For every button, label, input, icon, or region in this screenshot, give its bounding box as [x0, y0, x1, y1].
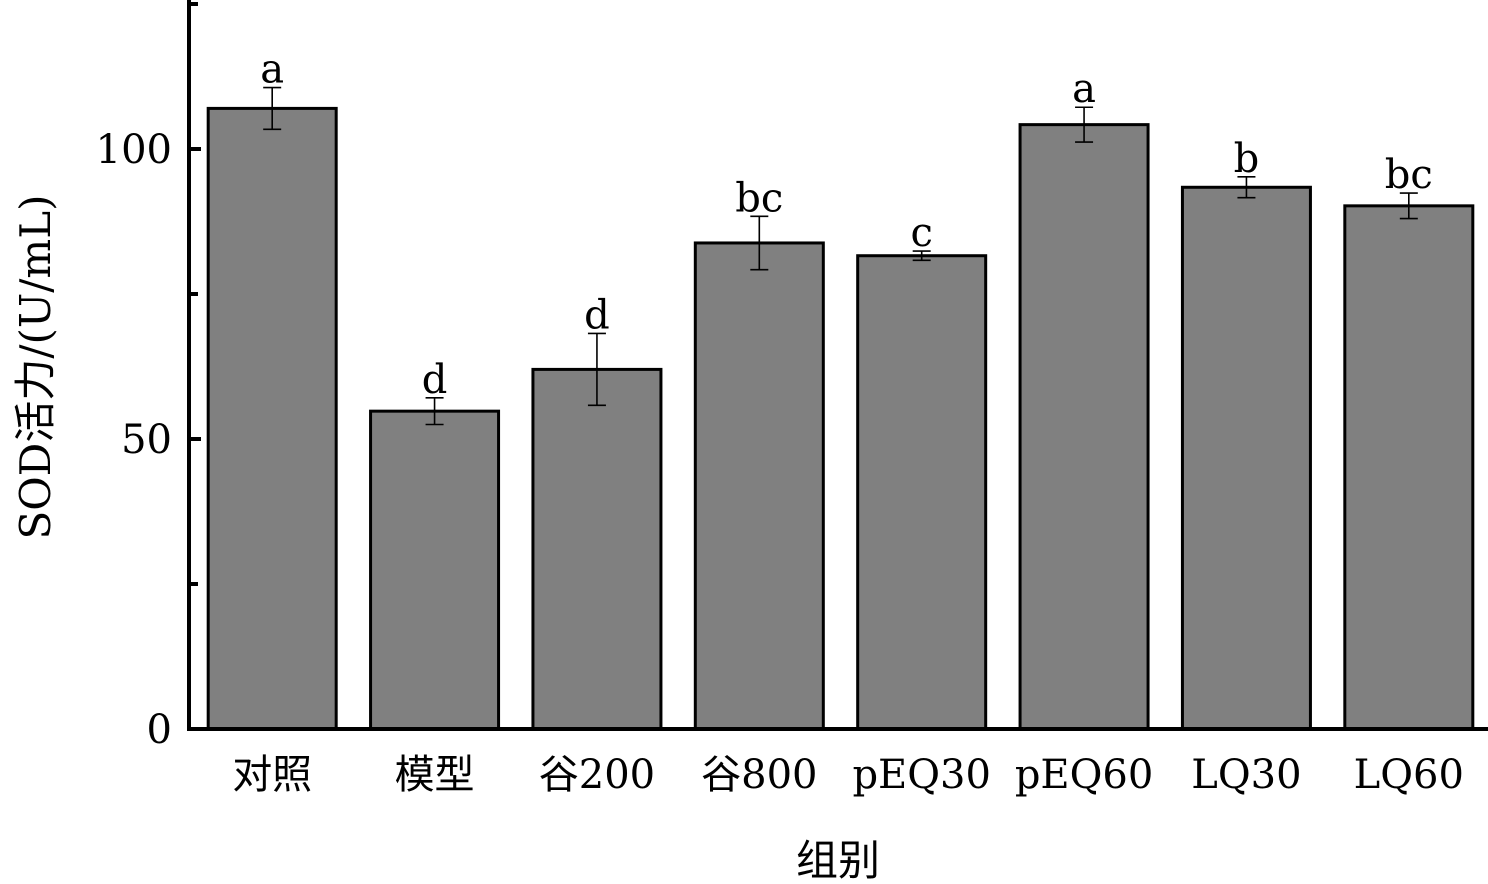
x-tick-label: pEQ30 [852, 752, 991, 798]
y-axis-title: SOD活力/(U/mL) [11, 194, 60, 539]
significance-label: d [422, 357, 448, 403]
x-tick-label: 谷200 [539, 752, 655, 798]
y-ticks-layer: 0 50 100 [96, 2, 201, 753]
bars-layer: a d d bc c a b bc [206, 47, 1475, 731]
x-tick-label: LQ60 [1354, 752, 1464, 798]
x-tick-label: pEQ60 [1015, 752, 1154, 798]
significance-label: d [584, 292, 610, 338]
significance-label: b [1234, 136, 1260, 182]
bar [206, 106, 338, 731]
significance-label: a [1072, 66, 1096, 112]
axes-layer [187, 0, 1488, 731]
x-axis-title: 组别 [796, 836, 880, 884]
bar [856, 254, 988, 731]
x-tick-label: LQ30 [1191, 752, 1301, 798]
bar [1343, 204, 1475, 731]
bar [531, 367, 663, 731]
significance-label: bc [735, 175, 783, 221]
bar [1180, 185, 1312, 731]
significance-label: c [910, 210, 932, 256]
significance-label: bc [1385, 152, 1433, 198]
x-tick-label: 谷800 [701, 752, 817, 798]
y-tick-label: 0 [147, 707, 172, 753]
significance-label: a [260, 47, 284, 93]
y-tick-label: 50 [121, 417, 172, 463]
bar [1018, 123, 1150, 731]
category-labels-layer: 对照 模型 谷200 谷800 pEQ30 pEQ60 LQ30 LQ60 [232, 752, 1464, 798]
bar [693, 241, 825, 731]
y-tick-label: 100 [96, 127, 172, 173]
x-tick-label: 对照 [232, 752, 312, 798]
bar [369, 409, 501, 731]
x-tick-label: 模型 [395, 752, 475, 798]
